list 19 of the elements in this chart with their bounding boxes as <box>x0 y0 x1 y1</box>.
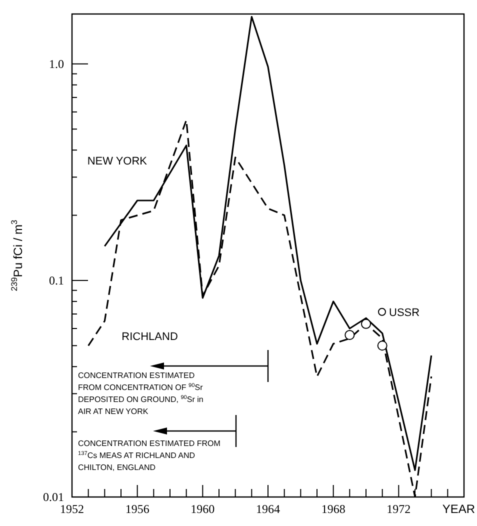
x-axis-title: YEAR <box>442 502 476 516</box>
point <box>344 330 355 340</box>
point <box>360 318 372 329</box>
text: CONCENTRATION ESTIMATED FROM CONCENTRATION OF $^{90}$Sr DEPOSITED ON GROUND, $^{90}$Sr in AIR AT NEW YORK <box>78 371 204 416</box>
x-tick-label: 1964 <box>256 502 280 516</box>
x-tick-label: 1956 <box>125 502 150 516</box>
point <box>377 340 388 351</box>
x-tick-label: 1960 <box>190 502 215 516</box>
series-label: RICHLAND <box>122 330 178 343</box>
legend-label: USSR <box>389 306 420 319</box>
x-tick-label: 1972 <box>386 502 411 516</box>
x-tick-label: 1968 <box>321 502 346 516</box>
annotation: CONCENTRATION ESTIMATED FROM $^{137}$Cs MEAS AT RICHLAND AND CHILTON, ENGLAND <box>78 439 221 472</box>
y-tick-label: 0.1 <box>49 273 64 288</box>
text: NEW YORK <box>87 156 148 168</box>
y-tick-label: 0.01 <box>43 490 64 504</box>
x-tick-label: 1952 <box>60 502 84 516</box>
y-tick-label: 1.0 <box>49 56 64 71</box>
legend: USSR <box>378 306 420 319</box>
